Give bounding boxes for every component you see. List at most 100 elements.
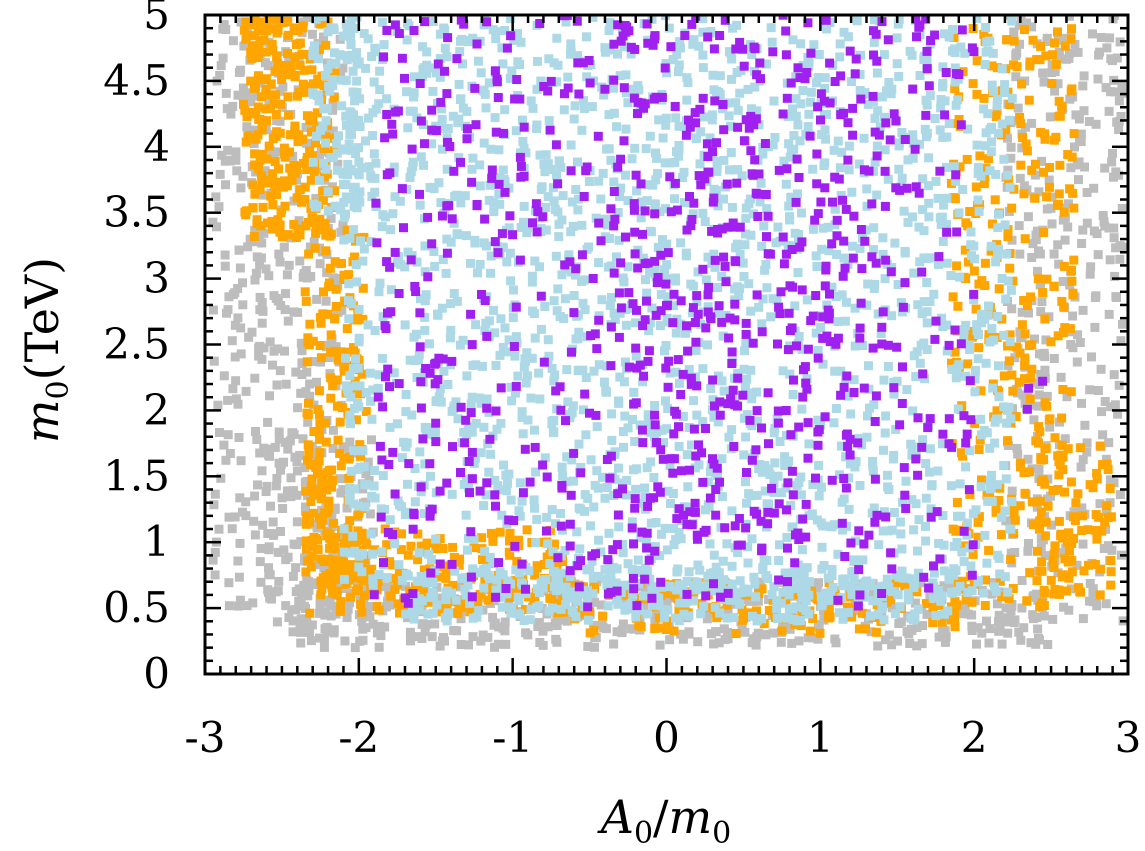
- point-orange: [805, 626, 815, 636]
- point-orange: [477, 533, 487, 543]
- point-lightblue: [804, 439, 814, 449]
- point-lightblue: [526, 393, 536, 403]
- point-lightblue: [623, 262, 633, 272]
- point-orange: [815, 628, 825, 638]
- point-orange: [418, 542, 428, 551]
- point-lightblue: [591, 213, 601, 223]
- point-lightblue: [442, 133, 452, 143]
- point-orange: [258, 149, 267, 159]
- point-lightblue: [419, 63, 429, 73]
- point-lightblue: [843, 391, 853, 401]
- point-lightblue: [313, 54, 323, 64]
- point-orange: [266, 103, 275, 113]
- point-gray: [501, 639, 511, 649]
- point-lightblue: [760, 486, 770, 496]
- point-lightblue: [659, 438, 669, 448]
- point-lightblue: [456, 95, 465, 104]
- point-lightblue: [375, 278, 385, 288]
- point-gray: [1042, 37, 1052, 46]
- point-orange: [977, 475, 986, 485]
- point-orange: [338, 403, 347, 413]
- point-gray: [1087, 352, 1096, 362]
- point-orange: [254, 45, 264, 55]
- point-lightblue: [532, 120, 542, 130]
- point-gray: [813, 634, 823, 644]
- point-lightblue: [883, 174, 893, 184]
- point-orange: [261, 74, 271, 84]
- point-gray: [225, 449, 235, 458]
- point-gray: [1036, 369, 1046, 379]
- point-lightblue: [366, 237, 376, 246]
- point-orange: [1054, 111, 1064, 121]
- point-lightblue: [344, 139, 354, 149]
- point-gray: [296, 625, 306, 635]
- point-lightblue: [741, 213, 751, 223]
- point-lightblue: [909, 583, 919, 592]
- point-orange: [999, 371, 1009, 381]
- point-gray: [315, 153, 325, 163]
- point-gray: [831, 638, 841, 648]
- point-gray: [235, 67, 245, 77]
- point-lightblue: [837, 290, 847, 300]
- point-orange: [1015, 458, 1025, 468]
- point-lightblue: [614, 396, 623, 406]
- point-purple: [416, 116, 426, 126]
- point-lightblue: [892, 570, 901, 580]
- point-gray: [678, 634, 688, 644]
- point-orange: [261, 104, 271, 114]
- point-orange: [1035, 427, 1045, 437]
- point-lightblue: [325, 86, 335, 96]
- point-lightblue: [513, 29, 522, 39]
- point-purple: [643, 258, 653, 268]
- point-lightblue: [992, 480, 1002, 490]
- point-orange: [441, 573, 451, 583]
- point-lightblue: [346, 419, 355, 429]
- point-lightblue: [496, 592, 506, 602]
- point-orange: [301, 536, 311, 546]
- point-gray: [234, 433, 244, 442]
- point-lightblue: [788, 604, 798, 614]
- point-lightblue: [959, 332, 969, 341]
- point-orange: [270, 181, 280, 191]
- point-lightblue: [918, 205, 928, 215]
- point-lightblue: [558, 471, 568, 481]
- point-lightblue: [321, 138, 330, 148]
- point-gray: [273, 296, 283, 306]
- point-gray: [297, 359, 307, 368]
- point-lightblue: [592, 422, 602, 432]
- point-orange: [1062, 537, 1072, 547]
- point-gray: [1003, 628, 1013, 638]
- point-lightblue: [557, 584, 567, 594]
- point-gray: [243, 242, 253, 252]
- point-lightblue: [599, 377, 609, 387]
- point-orange: [953, 301, 963, 311]
- point-orange: [1092, 474, 1102, 484]
- point-lightblue: [713, 283, 723, 292]
- point-gray: [250, 491, 260, 501]
- point-lightblue: [938, 62, 948, 72]
- point-orange: [1106, 556, 1116, 565]
- point-gray: [361, 469, 371, 479]
- point-lightblue: [599, 90, 609, 100]
- point-orange: [239, 99, 248, 109]
- point-gray: [1031, 639, 1041, 649]
- point-gray: [320, 610, 330, 620]
- point-lightblue: [536, 76, 546, 86]
- point-lightblue: [414, 605, 424, 615]
- point-gray: [906, 624, 916, 634]
- point-lightblue: [974, 206, 984, 216]
- point-lightblue: [564, 250, 574, 260]
- point-orange: [1060, 41, 1070, 51]
- point-lightblue: [727, 74, 736, 84]
- point-lightblue: [338, 144, 348, 154]
- point-purple: [789, 375, 798, 385]
- point-gray: [1066, 340, 1076, 349]
- point-lightblue: [777, 488, 787, 498]
- point-purple: [719, 125, 729, 135]
- point-lightblue: [993, 312, 1003, 321]
- point-orange: [344, 270, 354, 280]
- point-gray: [273, 147, 283, 157]
- point-lightblue: [687, 440, 696, 450]
- point-gray: [250, 530, 260, 540]
- point-orange: [1040, 479, 1050, 489]
